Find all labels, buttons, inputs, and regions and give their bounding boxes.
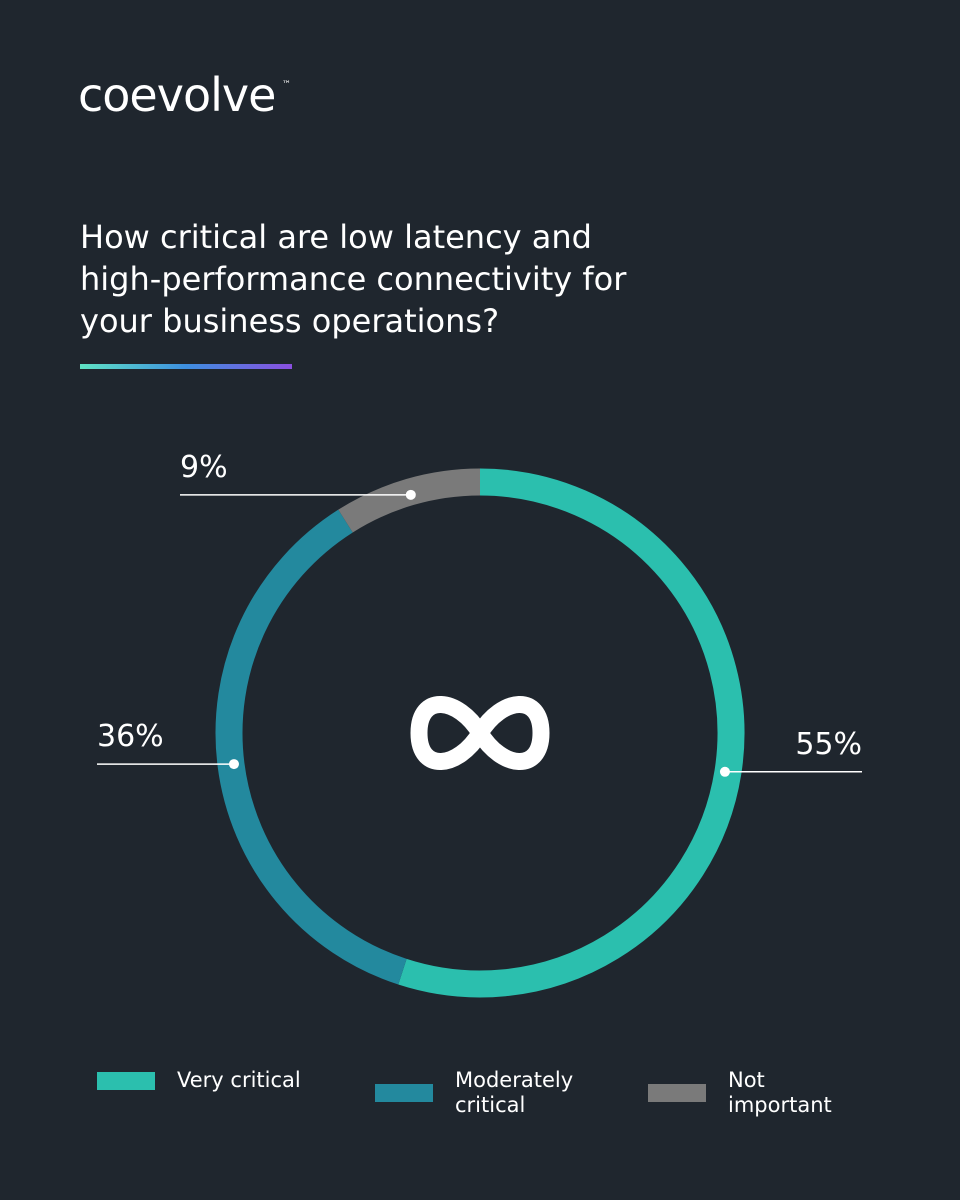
logo: coevolve xyxy=(78,68,276,122)
legend-label: Not important xyxy=(728,1068,832,1117)
label-dot xyxy=(405,489,416,500)
title-underline xyxy=(80,364,292,369)
donut-segment xyxy=(215,509,407,985)
legend-swatch xyxy=(648,1084,706,1102)
donut-segment xyxy=(398,468,745,998)
trademark: ™ xyxy=(282,80,291,90)
legend-item: Very critical xyxy=(97,1068,301,1093)
donut-segment xyxy=(338,468,481,533)
legend-item: Moderately critical xyxy=(375,1068,595,1118)
value-label: 36% xyxy=(97,719,164,754)
value-label: 9% xyxy=(180,450,228,485)
legend-swatch xyxy=(97,1071,155,1090)
chart-title: How critical are low latency and high-pe… xyxy=(80,218,627,340)
legend-swatch xyxy=(375,1084,433,1102)
legend-label: Moderately critical xyxy=(455,1068,574,1117)
legend-label: Very critical xyxy=(177,1068,301,1092)
value-label: 55% xyxy=(795,727,862,762)
label-dot xyxy=(228,759,239,770)
center-icon xyxy=(410,696,550,770)
legend-item: Not important xyxy=(648,1068,868,1118)
label-dot xyxy=(719,766,730,777)
